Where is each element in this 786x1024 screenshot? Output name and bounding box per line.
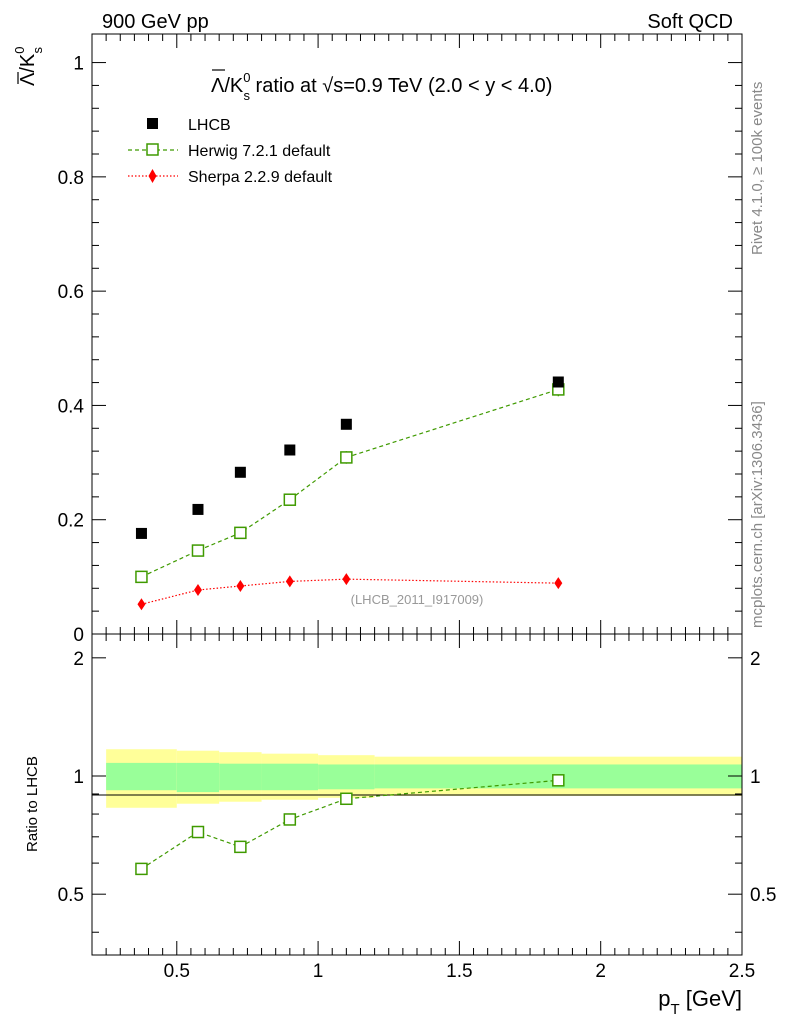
herwig-point bbox=[340, 451, 353, 464]
legend-item-herwig: Herwig 7.2.1 default bbox=[128, 143, 331, 160]
title-sup: 0 bbox=[243, 70, 250, 85]
title-lambda: Λ bbox=[211, 75, 225, 97]
lhcb-point bbox=[552, 376, 564, 388]
ratio-herwig-line bbox=[141, 779, 559, 870]
svg-text:Λ/K0s: Λ/K0 s bbox=[12, 47, 45, 87]
main-ytick-label: 0.6 bbox=[58, 282, 84, 303]
ratio-herwig-point bbox=[234, 840, 247, 854]
svg-text:Λ/K0s ratio at √s=0.9 TeV (2.0: Λ/K0 s ratio at √s=0.9 TeV (2.0 < y < 4.0… bbox=[211, 70, 552, 103]
sherpa-point bbox=[193, 584, 202, 596]
main-ytick-label: 1 bbox=[73, 54, 84, 75]
legend-item-lhcb: LHCB bbox=[147, 117, 231, 134]
sherpa-point bbox=[342, 573, 351, 586]
main-ytick-label: 0 bbox=[73, 625, 84, 646]
ratio-herwig-point bbox=[135, 862, 148, 876]
xlabel-sub: T bbox=[670, 1001, 679, 1018]
legend-herwig-label: Herwig 7.2.1 default bbox=[188, 143, 331, 160]
x-axis-label: pT [GeV] bbox=[658, 986, 742, 1018]
main-ylabel: Λ/K0 s bbox=[12, 47, 45, 87]
ratio-ytick-label-left: 0.5 bbox=[58, 885, 84, 906]
xtick-label: 1.5 bbox=[446, 961, 472, 982]
band-inner bbox=[106, 762, 177, 791]
ratio-herwig-point bbox=[191, 825, 205, 839]
legend-herwig-marker bbox=[146, 143, 159, 156]
header-left-label: 900 GeV pp bbox=[102, 11, 209, 33]
xlabel-unit: [GeV] bbox=[680, 986, 742, 1011]
ylabel-main: Λ/K bbox=[17, 53, 39, 86]
side-label-rivet: Rivet 4.1.0, ≥ 100k events bbox=[749, 82, 766, 255]
ratio-series-layer bbox=[135, 774, 565, 876]
side-label-mcplots: mcplots.cern.ch [arXiv:1306.3436] bbox=[749, 401, 766, 628]
ratio-ytick-label-left: 2 bbox=[73, 649, 84, 670]
ratio-axis-ticks: 0.5 0.5 1 1 2 2 0.5 1 1.5 2 2.5 bbox=[58, 634, 776, 982]
lhcb-point bbox=[135, 527, 147, 539]
analysis-tag: (LHCB_2011_I917009) bbox=[351, 592, 484, 607]
title-sqrt: √ bbox=[322, 75, 333, 97]
main-title: Λ/K0 s ratio at √s=0.9 TeV (2.0 < y < 4.0… bbox=[211, 69, 552, 103]
band-inner bbox=[219, 763, 262, 791]
lhcb-point bbox=[234, 466, 246, 478]
legend-sherpa-marker bbox=[148, 169, 157, 183]
herwig-point bbox=[283, 493, 297, 506]
xtick-label: 2 bbox=[595, 961, 606, 982]
band-inner bbox=[318, 764, 375, 790]
ratio-herwig-point bbox=[283, 813, 297, 826]
main-ytick-label: 0.4 bbox=[58, 396, 85, 417]
xlabel-main: p bbox=[658, 986, 670, 1011]
legend-item-sherpa: Sherpa 2.2.9 default bbox=[128, 169, 333, 186]
ratio-ytick-label-right: 0.5 bbox=[750, 885, 776, 906]
band-inner bbox=[176, 762, 220, 793]
title-mid: ratio at bbox=[250, 75, 322, 97]
band-inner bbox=[261, 763, 319, 791]
lhcb-point bbox=[284, 444, 296, 456]
legend: LHCB Herwig 7.2.1 default Sherpa 2.2.9 d… bbox=[128, 117, 333, 186]
herwig-line bbox=[141, 388, 559, 578]
herwig-point bbox=[135, 570, 148, 584]
legend-lhcb-marker bbox=[147, 118, 158, 129]
main-series-layer bbox=[135, 376, 565, 611]
main-axis-ticks: 0 0.2 0.4 0.6 0.8 1 bbox=[58, 34, 743, 646]
main-ytick-label: 0.8 bbox=[58, 168, 84, 189]
ratio-herwig-point bbox=[552, 774, 565, 787]
sherpa-line bbox=[141, 578, 559, 605]
ratio-ytick-label-right: 1 bbox=[750, 767, 761, 788]
lhcb-point bbox=[340, 418, 352, 430]
ratio-herwig-point bbox=[340, 792, 353, 806]
xtick-label: 1 bbox=[313, 961, 324, 982]
title-rest: s=0.9 TeV (2.0 < y < 4.0) bbox=[333, 75, 552, 97]
title-slash-k: /K bbox=[224, 75, 244, 97]
ylabel-sup: 0 bbox=[12, 47, 27, 54]
sherpa-point bbox=[236, 580, 245, 592]
title-sub: s bbox=[244, 88, 251, 103]
ratio-uncertainty-band bbox=[106, 749, 742, 808]
main-ytick-label: 0.2 bbox=[58, 511, 84, 532]
ratio-ylabel: Ratio to LHCB bbox=[24, 756, 41, 852]
sherpa-point bbox=[137, 598, 146, 611]
legend-sherpa-label: Sherpa 2.2.9 default bbox=[188, 169, 333, 186]
ylabel-sub: s bbox=[30, 47, 45, 54]
sherpa-point bbox=[285, 575, 294, 588]
ratio-ytick-label-right: 2 bbox=[750, 649, 761, 670]
herwig-point bbox=[191, 544, 205, 557]
legend-lhcb-label: LHCB bbox=[188, 117, 231, 134]
lhcb-point bbox=[192, 503, 204, 515]
herwig-point bbox=[234, 526, 247, 540]
header-right-label: Soft QCD bbox=[647, 11, 733, 33]
ratio-ytick-label-left: 1 bbox=[73, 767, 84, 788]
xtick-label: 0.5 bbox=[164, 961, 190, 982]
xtick-label: 2.5 bbox=[729, 961, 755, 982]
sherpa-point bbox=[554, 577, 563, 590]
